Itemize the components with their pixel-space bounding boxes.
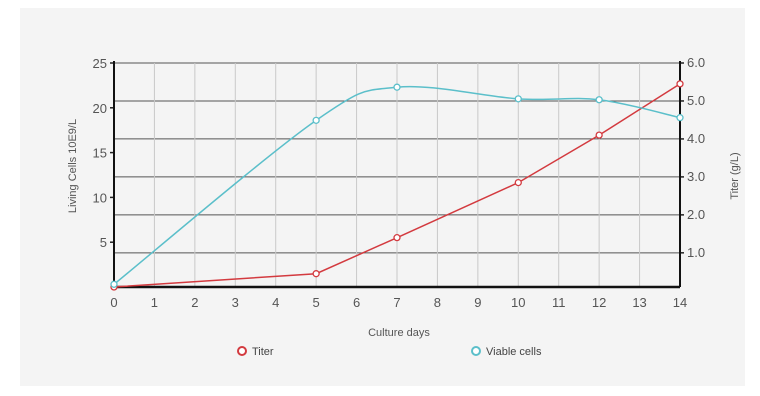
data-point-titer [676, 80, 684, 88]
data-point-titer [514, 178, 522, 187]
y2-axis-title: Titer (g/L) [729, 152, 741, 199]
legend-label-titer: Titer [252, 346, 274, 358]
legend-marker-viable-cells [471, 346, 481, 356]
data-point-titer [595, 131, 603, 139]
y-tick-label: 5 [100, 235, 107, 250]
y-tick-label: 15 [93, 146, 107, 161]
data-point-titer [393, 233, 401, 242]
x-tick-label: 2 [191, 295, 198, 310]
x-tick-label: 0 [110, 295, 117, 310]
data-point-viable-cells [595, 96, 603, 104]
y2-tick-label: 4.0 [687, 131, 705, 146]
y-axis-title: Living Cells 10E9/L [67, 119, 79, 213]
data-point-viable-cells [393, 83, 401, 91]
series-lines [110, 80, 684, 291]
y2-tick-label: 2.0 [687, 207, 705, 222]
legend-marker-titer [237, 346, 247, 356]
x-tick-label: 7 [393, 295, 400, 310]
x-tick-label: 6 [353, 295, 360, 310]
y2-tick-label: 1.0 [687, 245, 705, 260]
axes [110, 61, 684, 289]
x-tick-label: 3 [232, 295, 239, 310]
y2-tick-label: 6.0 [687, 55, 705, 70]
y-tick-labels: 5 10 15 20 25 [93, 56, 107, 250]
x-tick-label: 4 [272, 295, 279, 310]
y-tick-label: 20 [93, 101, 107, 116]
x-tick-label: 13 [632, 295, 646, 310]
x-tick-label: 8 [434, 295, 441, 310]
x-tick-label: 5 [313, 295, 320, 310]
series-line-titer [113, 83, 681, 288]
x-tick-label: 10 [511, 295, 525, 310]
chart-panel [20, 8, 745, 386]
x-tick-label: 14 [673, 295, 687, 310]
y-tick-label: 25 [93, 56, 107, 71]
x-tick-label: 11 [552, 295, 566, 310]
data-point-viable-cells [110, 280, 118, 288]
y2-tick-label: 3.0 [687, 169, 705, 184]
data-point-viable-cells [312, 116, 320, 124]
x-tick-label: 12 [592, 295, 606, 310]
y-tick-label: 10 [93, 190, 107, 205]
x-tick-label: 9 [474, 295, 481, 310]
legend: Titer Viable cells [237, 346, 542, 358]
x-tick-label: 1 [151, 295, 158, 310]
x-axis-title: Culture days [368, 327, 430, 339]
data-point-viable-cells [514, 95, 522, 103]
y2-tick-label: 5.0 [687, 93, 705, 108]
data-point-titer [312, 270, 320, 278]
y2-tick-labels: 1.0 2.0 3.0 4.0 5.0 6.0 [687, 55, 705, 260]
x-tick-labels: 0 1 2 3 4 5 6 7 8 9 10 11 12 13 14 [110, 295, 687, 310]
vertical-gridlines [153, 63, 641, 287]
legend-label-viable-cells: Viable cells [486, 346, 542, 358]
data-point-viable-cells [676, 114, 684, 122]
